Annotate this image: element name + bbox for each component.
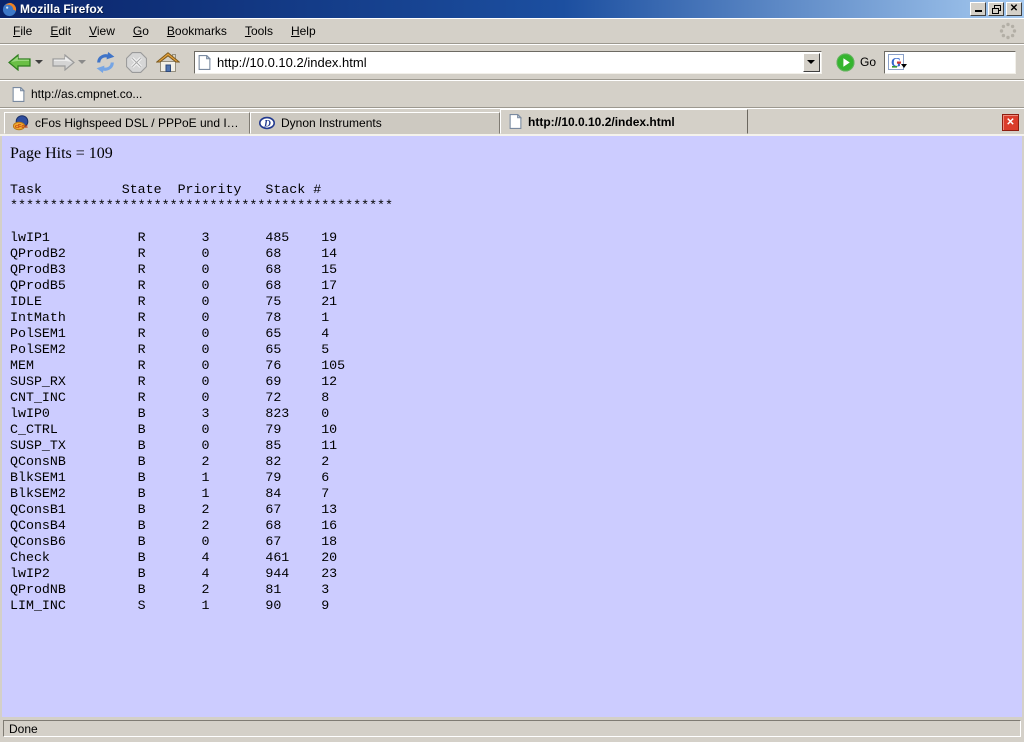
forward-button[interactable] [49,52,88,73]
page-icon [12,85,26,102]
menu-tools[interactable]: Tools [244,24,273,38]
tab-dynon[interactable]: D Dynon Instruments [250,112,500,134]
tab-index-html[interactable]: http://10.0.10.2/index.html [500,109,748,134]
url-bar [194,50,822,74]
tab-bar: cFos cFos Highspeed DSL / PPPoE und ISDN… [0,108,1024,136]
go-icon [836,53,855,71]
home-button[interactable] [154,50,182,75]
url-dropdown-button[interactable] [802,52,820,72]
stop-button[interactable] [123,49,150,76]
status-text: Done [9,721,38,736]
forward-dropdown-caret[interactable] [78,60,86,64]
status-panel: Done [3,720,1021,737]
forward-arrow-icon [52,53,75,71]
menu-help[interactable]: Help [290,24,316,38]
close-tab-button[interactable]: ✕ [1002,114,1019,131]
navigation-toolbar: Go G [0,44,1024,80]
bookmark-label: http://as.cmpnet.co... [31,87,143,101]
back-button[interactable] [6,52,45,73]
tab-cfos[interactable]: cFos cFos Highspeed DSL / PPPoE und ISDN… [4,112,250,134]
menu-edit[interactable]: Edit [50,24,72,38]
go-label: Go [859,55,876,69]
tab-label: Dynon Instruments [281,116,382,130]
restore-button[interactable] [988,2,1004,16]
svg-text:G: G [891,55,901,70]
restore-icon [991,4,1001,14]
firefox-logo-icon [2,2,17,17]
minimize-button[interactable] [970,2,986,16]
back-dropdown-caret[interactable] [35,60,43,64]
dynon-favicon-icon: D [259,115,275,131]
minimize-icon [974,5,982,12]
menu-bar: File Edit View Go Bookmarks Tools Help [0,18,1024,44]
title-bar: Mozilla Firefox ✕ [0,0,1024,18]
status-bar: Done [0,717,1024,742]
go-button[interactable]: Go [832,51,880,74]
bookmark-item[interactable]: http://as.cmpnet.co... [8,85,146,104]
reload-icon [96,51,115,73]
back-arrow-icon [8,53,31,71]
svg-text:cFos: cFos [15,124,28,130]
tab-label: http://10.0.10.2/index.html [528,114,675,129]
url-input[interactable] [211,52,803,72]
menu-view[interactable]: View [89,24,115,38]
reload-button[interactable] [92,49,119,76]
search-input[interactable] [907,54,1013,70]
page-icon [509,113,523,129]
google-icon: G [888,54,904,70]
stop-icon [126,51,147,73]
menu-go[interactable]: Go [132,24,149,38]
search-engine-caret[interactable] [901,64,907,68]
task-table: Task State Priority Stack # ************… [10,182,394,613]
cfos-favicon-icon: cFos [12,115,29,131]
window-title: Mozilla Firefox [20,2,104,16]
page-icon [198,53,212,70]
menu-bookmarks[interactable]: Bookmarks [166,24,227,38]
home-icon [156,51,180,72]
bookmarks-toolbar: http://as.cmpnet.co... [0,80,1024,108]
svg-text:D: D [263,120,271,130]
search-box: G [884,50,1016,74]
close-window-button[interactable]: ✕ [1006,2,1022,16]
content-frame: Page Hits = 109 Task State Priority Stac… [0,136,1024,717]
tab-label: cFos Highspeed DSL / PPPoE und ISDN CAP.… [35,116,241,130]
throbber-icon [998,21,1018,41]
menu-file[interactable]: File [13,24,33,38]
page-content: Page Hits = 109 Task State Priority Stac… [2,136,1022,717]
page-hits-text: Page Hits = 109 [10,145,113,162]
